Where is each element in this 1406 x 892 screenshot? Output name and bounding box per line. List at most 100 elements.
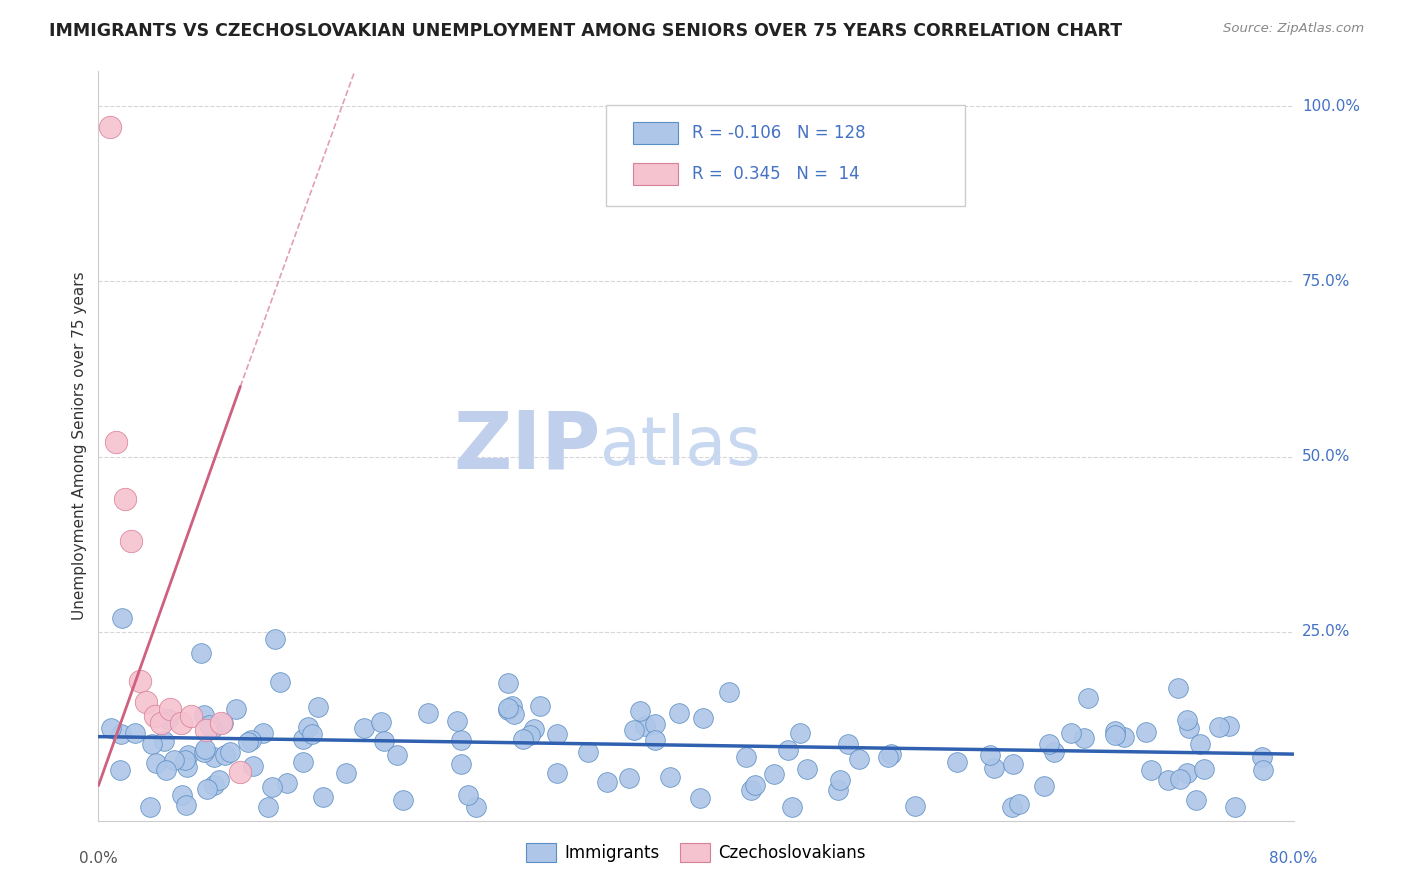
Text: 25.0%: 25.0% bbox=[1302, 624, 1350, 639]
Point bbox=[129, 673, 152, 688]
Point bbox=[617, 772, 640, 786]
Point bbox=[291, 755, 314, 769]
Point bbox=[763, 766, 786, 780]
Point bbox=[668, 706, 690, 720]
Point bbox=[778, 742, 800, 756]
Point bbox=[789, 725, 811, 739]
Legend: Immigrants, Czechoslovakians: Immigrants, Czechoslovakians bbox=[520, 836, 872, 869]
Text: 80.0%: 80.0% bbox=[1270, 851, 1317, 866]
Point bbox=[780, 799, 803, 814]
Point bbox=[139, 799, 162, 814]
Point bbox=[502, 706, 524, 721]
Point bbox=[1104, 723, 1126, 738]
Point bbox=[145, 756, 167, 770]
Point bbox=[1001, 757, 1024, 772]
Point bbox=[735, 749, 758, 764]
Point bbox=[269, 675, 291, 690]
Point bbox=[1135, 725, 1157, 739]
Point bbox=[979, 748, 1001, 763]
Point bbox=[1250, 749, 1272, 764]
Point bbox=[110, 727, 132, 741]
Point bbox=[1251, 763, 1274, 777]
Point bbox=[1175, 713, 1198, 727]
Point bbox=[353, 722, 375, 736]
Point bbox=[1157, 773, 1180, 788]
Point bbox=[523, 722, 546, 736]
Point bbox=[529, 698, 551, 713]
Point bbox=[214, 748, 236, 763]
Point bbox=[827, 783, 849, 797]
Point bbox=[740, 782, 762, 797]
Point bbox=[946, 756, 969, 770]
Point bbox=[658, 770, 681, 784]
Text: R =  0.345   N =  14: R = 0.345 N = 14 bbox=[692, 165, 860, 183]
Point bbox=[1192, 762, 1215, 776]
Point bbox=[1042, 745, 1064, 759]
Text: Source: ZipAtlas.com: Source: ZipAtlas.com bbox=[1223, 22, 1364, 36]
Point bbox=[1112, 730, 1135, 744]
Point bbox=[596, 775, 619, 789]
Point bbox=[983, 761, 1005, 775]
Point bbox=[512, 731, 534, 746]
Text: 50.0%: 50.0% bbox=[1302, 449, 1350, 464]
Point bbox=[174, 797, 197, 812]
Text: IMMIGRANTS VS CZECHOSLOVAKIAN UNEMPLOYMENT AMONG SENIORS OVER 75 YEARS CORRELATI: IMMIGRANTS VS CZECHOSLOVAKIAN UNEMPLOYME… bbox=[49, 22, 1122, 40]
Point bbox=[124, 726, 146, 740]
Point bbox=[1060, 726, 1083, 740]
Point bbox=[262, 780, 284, 794]
Point bbox=[1104, 728, 1126, 742]
Point bbox=[1000, 799, 1022, 814]
Point bbox=[229, 764, 252, 779]
Point bbox=[796, 762, 818, 776]
Point bbox=[225, 702, 247, 716]
Point bbox=[876, 749, 898, 764]
Point bbox=[307, 700, 329, 714]
Point bbox=[1038, 737, 1060, 751]
Point bbox=[135, 695, 157, 709]
Point bbox=[1140, 764, 1163, 778]
Point bbox=[880, 747, 903, 761]
Point bbox=[717, 685, 740, 699]
Point bbox=[194, 742, 217, 756]
Point bbox=[177, 748, 200, 763]
Point bbox=[498, 701, 520, 715]
Point bbox=[1208, 720, 1230, 734]
Point bbox=[155, 763, 177, 777]
Point bbox=[446, 714, 468, 729]
Point bbox=[1189, 737, 1212, 751]
Point bbox=[190, 646, 212, 660]
Point bbox=[143, 708, 166, 723]
Point bbox=[211, 715, 233, 730]
Point bbox=[193, 745, 215, 759]
Bar bbox=[633, 121, 678, 144]
Point bbox=[100, 721, 122, 735]
Point bbox=[1223, 799, 1246, 814]
Point bbox=[335, 766, 357, 780]
Point bbox=[496, 702, 519, 716]
Point bbox=[111, 610, 134, 624]
Point bbox=[291, 732, 314, 747]
Point bbox=[1168, 772, 1191, 786]
Point bbox=[169, 715, 191, 730]
Text: atlas: atlas bbox=[600, 413, 761, 479]
Point bbox=[108, 763, 131, 777]
Point bbox=[297, 720, 319, 734]
Point bbox=[450, 756, 472, 771]
Point bbox=[174, 753, 197, 767]
Point bbox=[193, 707, 215, 722]
Point bbox=[692, 711, 714, 725]
Point bbox=[1077, 690, 1099, 705]
Point bbox=[837, 737, 859, 751]
Point bbox=[623, 723, 645, 737]
Point bbox=[457, 788, 479, 802]
Point bbox=[416, 706, 439, 720]
Point bbox=[546, 727, 568, 741]
Point bbox=[1178, 721, 1201, 735]
Point bbox=[1167, 681, 1189, 695]
Point bbox=[252, 725, 274, 739]
Point bbox=[141, 737, 163, 751]
Point bbox=[576, 746, 599, 760]
Point bbox=[1218, 719, 1240, 733]
Point bbox=[202, 750, 225, 764]
Point bbox=[1073, 731, 1095, 745]
